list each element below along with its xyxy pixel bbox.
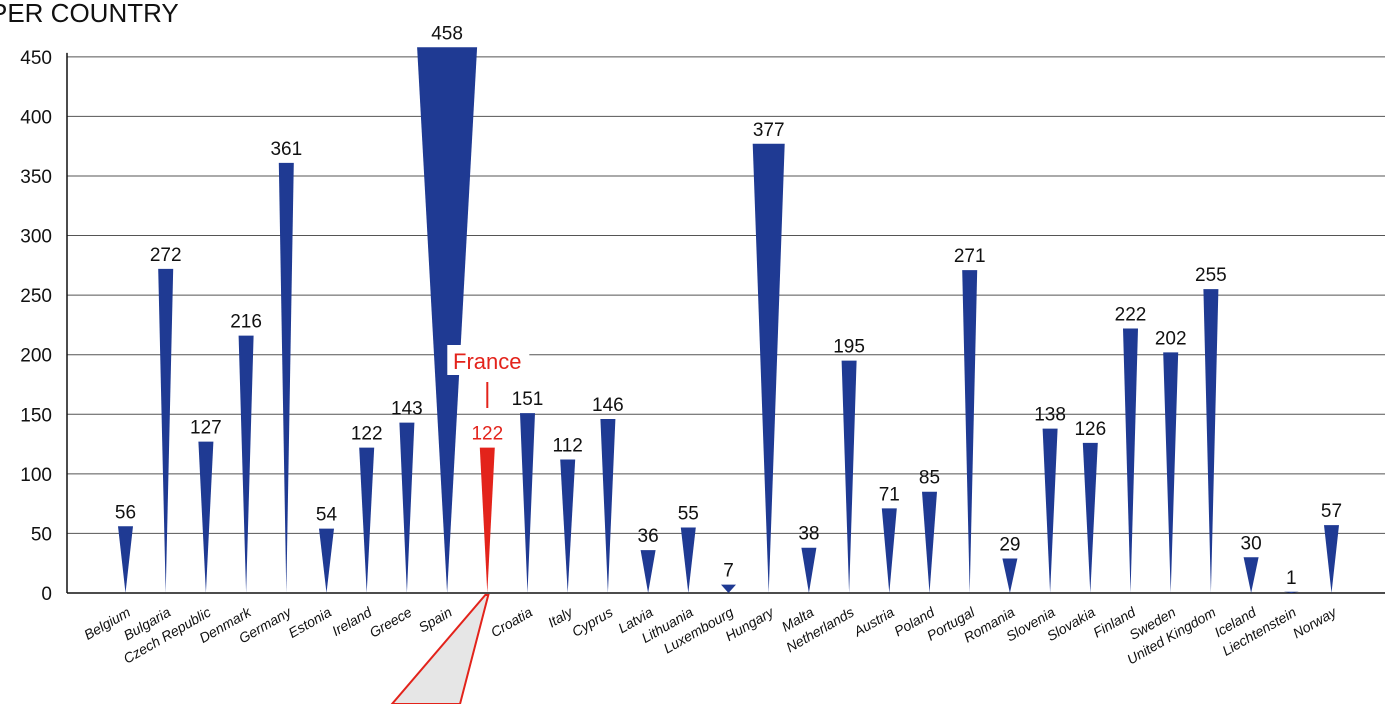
bar-united-kingdom <box>1203 289 1219 593</box>
grid-lines <box>66 52 1385 594</box>
y-axis-tick-labels: 0 50 100 150 200 250 300 350 400 450 <box>20 48 52 605</box>
bar-austria <box>881 508 897 593</box>
y-tick-label: 300 <box>20 227 52 248</box>
value-label: 122 <box>471 424 503 445</box>
value-label: 36 <box>638 526 659 547</box>
bar-hungary <box>752 143 785 593</box>
y-tick-label: 250 <box>20 286 52 307</box>
bar-ireland <box>359 447 375 593</box>
value-label: 138 <box>1034 405 1066 426</box>
bar-sweden <box>1163 352 1179 593</box>
bar-denmark <box>238 335 254 593</box>
category-label: Spain <box>416 604 455 636</box>
bar-poland <box>922 491 937 593</box>
value-label: 57 <box>1321 501 1342 522</box>
value-label: 29 <box>999 534 1020 555</box>
value-label: 151 <box>512 389 544 410</box>
value-label: 71 <box>879 484 900 505</box>
category-label: Greece <box>367 604 415 641</box>
value-label: 216 <box>230 312 262 333</box>
category-label: Norway <box>1290 603 1340 641</box>
bar-portugal <box>962 270 978 593</box>
bar-slovenia <box>1042 428 1058 593</box>
value-label: 143 <box>391 399 423 420</box>
value-label: 55 <box>678 503 699 524</box>
value-label: 38 <box>798 524 819 545</box>
y-tick-label: 200 <box>20 346 52 367</box>
y-tick-label: 350 <box>20 167 52 188</box>
bar-malta <box>801 547 817 593</box>
value-label: 122 <box>351 424 383 445</box>
y-tick-label: 450 <box>20 48 52 69</box>
y-tick-label: 150 <box>20 405 52 426</box>
value-label: 222 <box>1115 304 1147 325</box>
bar-bulgaria <box>158 268 174 593</box>
bar-czech-republic <box>198 441 214 593</box>
y-tick-label: 400 <box>20 107 52 128</box>
value-label: 361 <box>270 139 302 160</box>
value-label: 30 <box>1241 533 1262 554</box>
bar-iceland <box>1243 557 1259 593</box>
bar-norway <box>1324 525 1339 593</box>
category-label: Estonia <box>286 604 335 641</box>
bar-italy <box>560 459 576 593</box>
bar-greece <box>399 422 415 593</box>
bar-lithuania <box>680 527 696 593</box>
value-label: 56 <box>115 502 136 523</box>
bar-croatia <box>520 413 535 593</box>
value-label: 271 <box>954 246 986 267</box>
bar-cyprus <box>600 419 616 593</box>
category-label: Ireland <box>329 603 375 639</box>
bar-germany <box>278 162 294 593</box>
category-label: Austria <box>850 604 897 640</box>
value-label: 272 <box>150 245 182 266</box>
value-label: 126 <box>1074 419 1106 440</box>
value-label: 255 <box>1195 265 1227 286</box>
france-callout <box>390 594 490 704</box>
y-tick-label: 100 <box>20 465 52 486</box>
value-label: 195 <box>833 337 865 358</box>
bar-latvia <box>640 550 656 593</box>
value-label: 146 <box>592 395 624 416</box>
category-label: Cyprus <box>569 604 615 640</box>
bar-france <box>479 447 495 593</box>
highlight-label-bg <box>447 345 530 375</box>
bar-netherlands <box>841 360 857 593</box>
callout-wedge <box>390 594 490 704</box>
bar-estonia <box>319 528 334 593</box>
bar-belgium <box>118 526 133 593</box>
bars <box>118 47 1339 594</box>
value-label: 458 <box>431 23 463 44</box>
value-labels: 56 272 127 216 361 54 122 143 458 122 151 112 146 36 5… <box>115 23 1342 589</box>
highlight-label: France <box>453 349 521 374</box>
bar-finland <box>1123 328 1138 593</box>
chart-title: PER COUNTRY <box>0 0 179 28</box>
bar-slovakia <box>1082 442 1098 593</box>
value-label: 1 <box>1286 568 1297 589</box>
bar-liechtenstein <box>1283 591 1299 593</box>
value-label: 202 <box>1155 328 1187 349</box>
value-label: 377 <box>753 120 785 141</box>
highlight-annotation: France <box>447 345 530 408</box>
value-label: 54 <box>316 505 338 526</box>
y-tick-label: 0 <box>41 584 52 605</box>
category-label: Croatia <box>488 604 535 641</box>
value-label: 112 <box>553 436 583 457</box>
value-label: 127 <box>190 418 222 439</box>
value-label: 85 <box>919 468 940 489</box>
bar-spain <box>417 47 478 594</box>
bar-luxembourg <box>721 584 736 593</box>
value-label: 7 <box>723 561 734 582</box>
y-tick-label: 50 <box>31 524 52 545</box>
bar-romania <box>1002 558 1018 593</box>
